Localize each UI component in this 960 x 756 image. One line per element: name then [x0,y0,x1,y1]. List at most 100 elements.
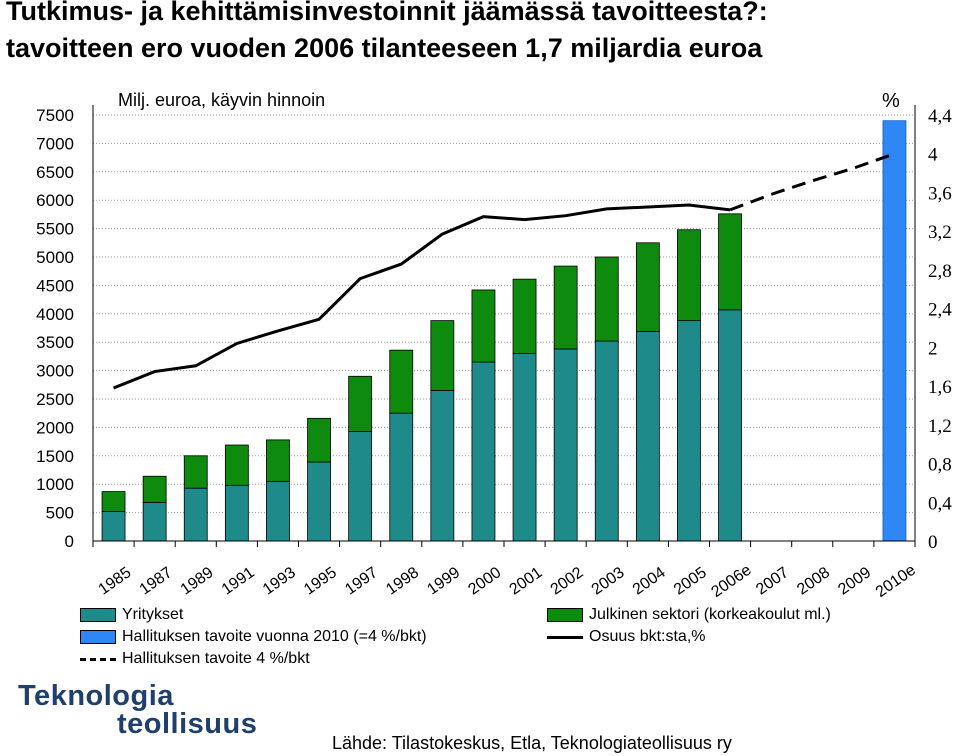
bar-yritykset [101,511,126,542]
bar-yritykset [553,348,578,542]
x-tick-label: 2003 [589,564,628,598]
bar-julkinen [635,242,660,332]
bar-julkinen [307,417,331,463]
left-tick-label: 3500 [36,333,74,352]
bar-julkinen [553,265,578,350]
x-tick-label: 2005 [671,564,710,598]
x-tick-label: 1985 [96,564,135,598]
left-tick-label: 5000 [36,248,74,267]
x-tick-label: 1999 [424,564,463,598]
bar-yritykset [594,340,619,542]
left-tick-label: 0 [65,532,74,551]
left-tick-label: 2500 [36,390,74,409]
bar-tavoite-2010 [882,120,907,542]
x-tick-label: 2010e [873,562,919,602]
bar-yritykset [348,430,373,542]
bar-julkinen [430,320,455,391]
chart-svg: 7500700065006000550050004500400035003000… [36,90,952,602]
logo-line-2: teollisuus [117,708,258,740]
bar-yritykset [430,390,455,542]
bar-julkinen [101,491,126,512]
legend-label-julkinen: Julkinen sektori (korkeakoulut ml.) [589,606,831,623]
left-tick-label: 2000 [36,418,74,437]
x-tick-label: 2009 [835,564,874,598]
left-tick-label: 6500 [36,163,74,182]
line-tavoite-4 [729,152,895,212]
right-tick-label: 0,8 [928,455,952,476]
bar-julkinen [389,349,414,414]
bar-yritykset [389,412,414,542]
x-tick-label: 1993 [260,564,299,598]
chart-title-line-1: Tutkimus- ja kehittämisinvestoinnit jääm… [6,0,768,26]
bar-yritykset [142,501,167,542]
x-tick-label: 1989 [178,564,217,598]
x-tick-label: 2004 [630,564,669,598]
bar-julkinen [718,213,742,311]
left-tick-label: 3000 [36,362,74,381]
bar-yritykset [512,353,537,542]
legend-label-tavoite-2010: Hallituksen tavoite vuonna 2010 (=4 %/bk… [122,628,427,645]
grid-lines [93,114,915,514]
legend-swatch-yritykset [80,608,116,622]
bar-julkinen [142,475,167,503]
bar-yritykset [471,361,496,542]
right-tick-label: 4,4 [928,106,952,127]
bar-yritykset [266,480,290,542]
left-tick-label: 5500 [36,220,74,239]
legend-item-yritykset: Yritykset [80,606,183,624]
right-tick-label: 1,6 [928,377,952,398]
bar-julkinen [594,256,619,342]
x-tick-label: 2000 [465,564,504,598]
left-tick-label: 4500 [36,276,74,295]
right-tick-label: 3,2 [928,222,952,243]
legend-swatch-julkinen [547,608,583,622]
bar-yritykset [307,461,331,542]
legend-item-tavoite-2010: Hallituksen tavoite vuonna 2010 (=4 %/bk… [80,628,427,646]
right-tick-label: 1,2 [928,416,952,437]
left-tick-label: 1500 [36,447,74,466]
legend-label-osuus: Osuus bkt:sta,% [589,628,706,645]
bar-yritykset [677,320,701,542]
x-tick-label: 2007 [753,564,792,598]
legend-swatch-osuus [547,635,583,639]
bar-julkinen [183,455,208,489]
bar-julkinen [224,444,249,486]
bar-yritykset [224,484,249,542]
right-tick-label: 0,4 [928,493,952,514]
right-tick-label: 3,6 [928,183,952,204]
share-lines [112,152,895,390]
legend-label-tavoite-4: Hallituksen tavoite 4 %/bkt [122,650,310,667]
x-tick-label: 1998 [383,564,422,598]
bar-julkinen [677,229,701,322]
right-axis-label: % [882,90,900,112]
legend-swatch-tavoite-2010 [80,630,116,644]
bar-yritykset [183,487,208,542]
bar-julkinen [471,289,496,363]
left-tick-label: 7500 [36,106,74,125]
source-note: Lähde: Tilastokeskus, Etla, Teknologiate… [332,733,732,753]
chart-title-line-2: tavoitteen ero vuoden 2006 tilanteeseen … [6,33,763,63]
line-osuus [112,203,731,390]
bar-julkinen [348,375,373,432]
bar-yritykset [635,331,660,542]
bars [101,120,907,542]
left-tick-label: 4000 [36,305,74,324]
left-axis-label: Milj. euroa, käyvin hinnoin [118,90,325,110]
right-tick-label: 2,4 [928,300,952,321]
logo-line-1: Teknologia [18,680,174,712]
x-tick-label: 2008 [794,564,833,598]
x-tick-label: 2002 [548,564,587,598]
x-tick-label: 1987 [137,564,176,598]
x-tick-label: 1997 [342,564,381,598]
right-tick-label: 2,8 [928,261,952,282]
left-tick-label: 7000 [36,134,74,153]
right-tick-label: 4 [928,145,938,166]
right-tick-label: 2 [928,338,938,359]
bar-julkinen [512,278,537,354]
left-tick-label: 500 [46,504,74,523]
legend-item-tavoite-4: Hallituksen tavoite 4 %/bkt [80,650,310,668]
right-tick-label: 0 [928,532,938,553]
legend-item-osuus: Osuus bkt:sta,% [547,628,706,646]
x-tick-label: 1991 [219,564,258,598]
left-tick-label: 1000 [36,475,74,494]
